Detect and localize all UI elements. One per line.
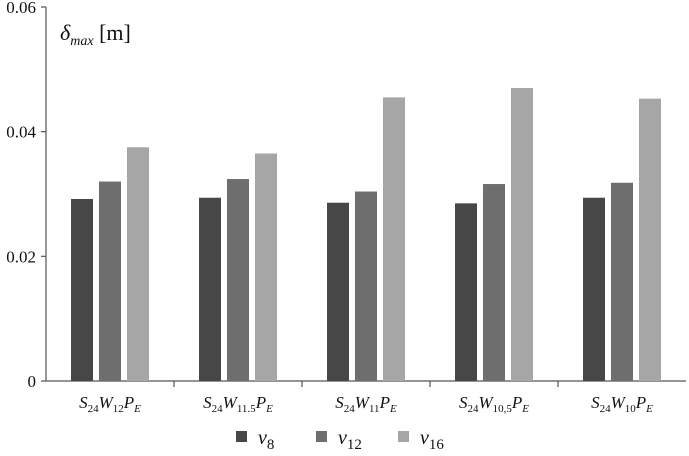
legend-label-v16: v16 [420, 427, 444, 453]
legend-name: v [338, 427, 347, 449]
y-axis-label: δmax [m] [60, 20, 131, 49]
cat-w-sub: 11.5 [237, 403, 256, 415]
x-tick-label: S24W10,5PE [459, 393, 529, 415]
cat-w: W [99, 393, 115, 412]
cat-w-sub: 11 [369, 403, 380, 415]
legend-name: v [258, 427, 267, 449]
cat-p-sub: E [521, 403, 529, 415]
legend-sub: 12 [347, 437, 362, 453]
cat-p-sub: E [265, 403, 273, 415]
legend-sub: 16 [429, 437, 445, 453]
bar-v8-5 [583, 197, 605, 381]
cat-s: S [79, 393, 88, 412]
legend-swatch-v16 [398, 431, 409, 442]
y-axis-label-symbol: δ [60, 20, 71, 45]
bar-v16-1 [127, 147, 149, 381]
bar-v16-2 [255, 153, 277, 381]
bar-v12-2 [227, 179, 249, 381]
legend-label-v12: v12 [338, 427, 362, 453]
cat-w: W [478, 393, 494, 412]
cat-w: W [611, 393, 627, 412]
bar-v16-5 [639, 98, 661, 381]
cat-p: P [255, 393, 266, 412]
cat-s-sub: 24 [88, 403, 100, 415]
cat-w-sub: 12 [113, 403, 124, 415]
bar-v16-4 [511, 88, 533, 382]
bar-v8-3 [327, 202, 349, 381]
cat-s: S [459, 393, 468, 412]
legend-sub: 8 [267, 437, 275, 453]
legend-label-v8: v8 [258, 427, 274, 453]
bar-v8-4 [455, 203, 477, 381]
bar-v12-5 [611, 182, 633, 381]
x-tick-label: S24W11.5PE [203, 393, 273, 415]
legend-swatch-v12 [316, 431, 327, 442]
cat-p-sub: E [645, 403, 653, 415]
cat-s: S [335, 393, 344, 412]
y-tick-label: 0.02 [6, 247, 36, 266]
bar-v12-3 [355, 191, 377, 381]
y-axis-label-unit: [m] [94, 20, 131, 45]
cat-w: W [355, 393, 371, 412]
cat-p-sub: E [389, 403, 397, 415]
cat-p: P [379, 393, 390, 412]
cat-s-sub: 24 [344, 403, 356, 415]
cat-s-sub: 24 [600, 403, 612, 415]
cat-s-sub: 24 [467, 403, 479, 415]
y-tick-label: 0 [28, 372, 37, 391]
cat-w: W [223, 393, 239, 412]
cat-p: P [123, 393, 134, 412]
bar-v16-3 [383, 97, 405, 381]
y-tick-label: 0.06 [6, 0, 36, 17]
x-tick-label: S24W12PE [79, 393, 141, 415]
bar-v12-4 [483, 184, 505, 381]
bar-v8-2 [199, 197, 221, 381]
cat-s-sub: 24 [212, 403, 224, 415]
cat-p-sub: E [133, 403, 141, 415]
x-tick-label: S24W11PE [335, 393, 397, 415]
legend-name: v [420, 427, 429, 449]
cat-p: P [635, 393, 646, 412]
cat-s: S [203, 393, 212, 412]
y-axis-label-sub: max [70, 34, 94, 49]
legend-swatch-v8 [236, 431, 247, 442]
cat-p: P [511, 393, 522, 412]
bar-v8-1 [71, 198, 93, 381]
y-tick-label: 0.04 [6, 123, 36, 142]
x-tick-label: S24W10PE [591, 393, 653, 415]
cat-w-sub: 10 [625, 403, 637, 415]
cat-s: S [591, 393, 600, 412]
cat-w-sub: 10,5 [493, 403, 513, 415]
bar-v12-1 [99, 181, 121, 381]
